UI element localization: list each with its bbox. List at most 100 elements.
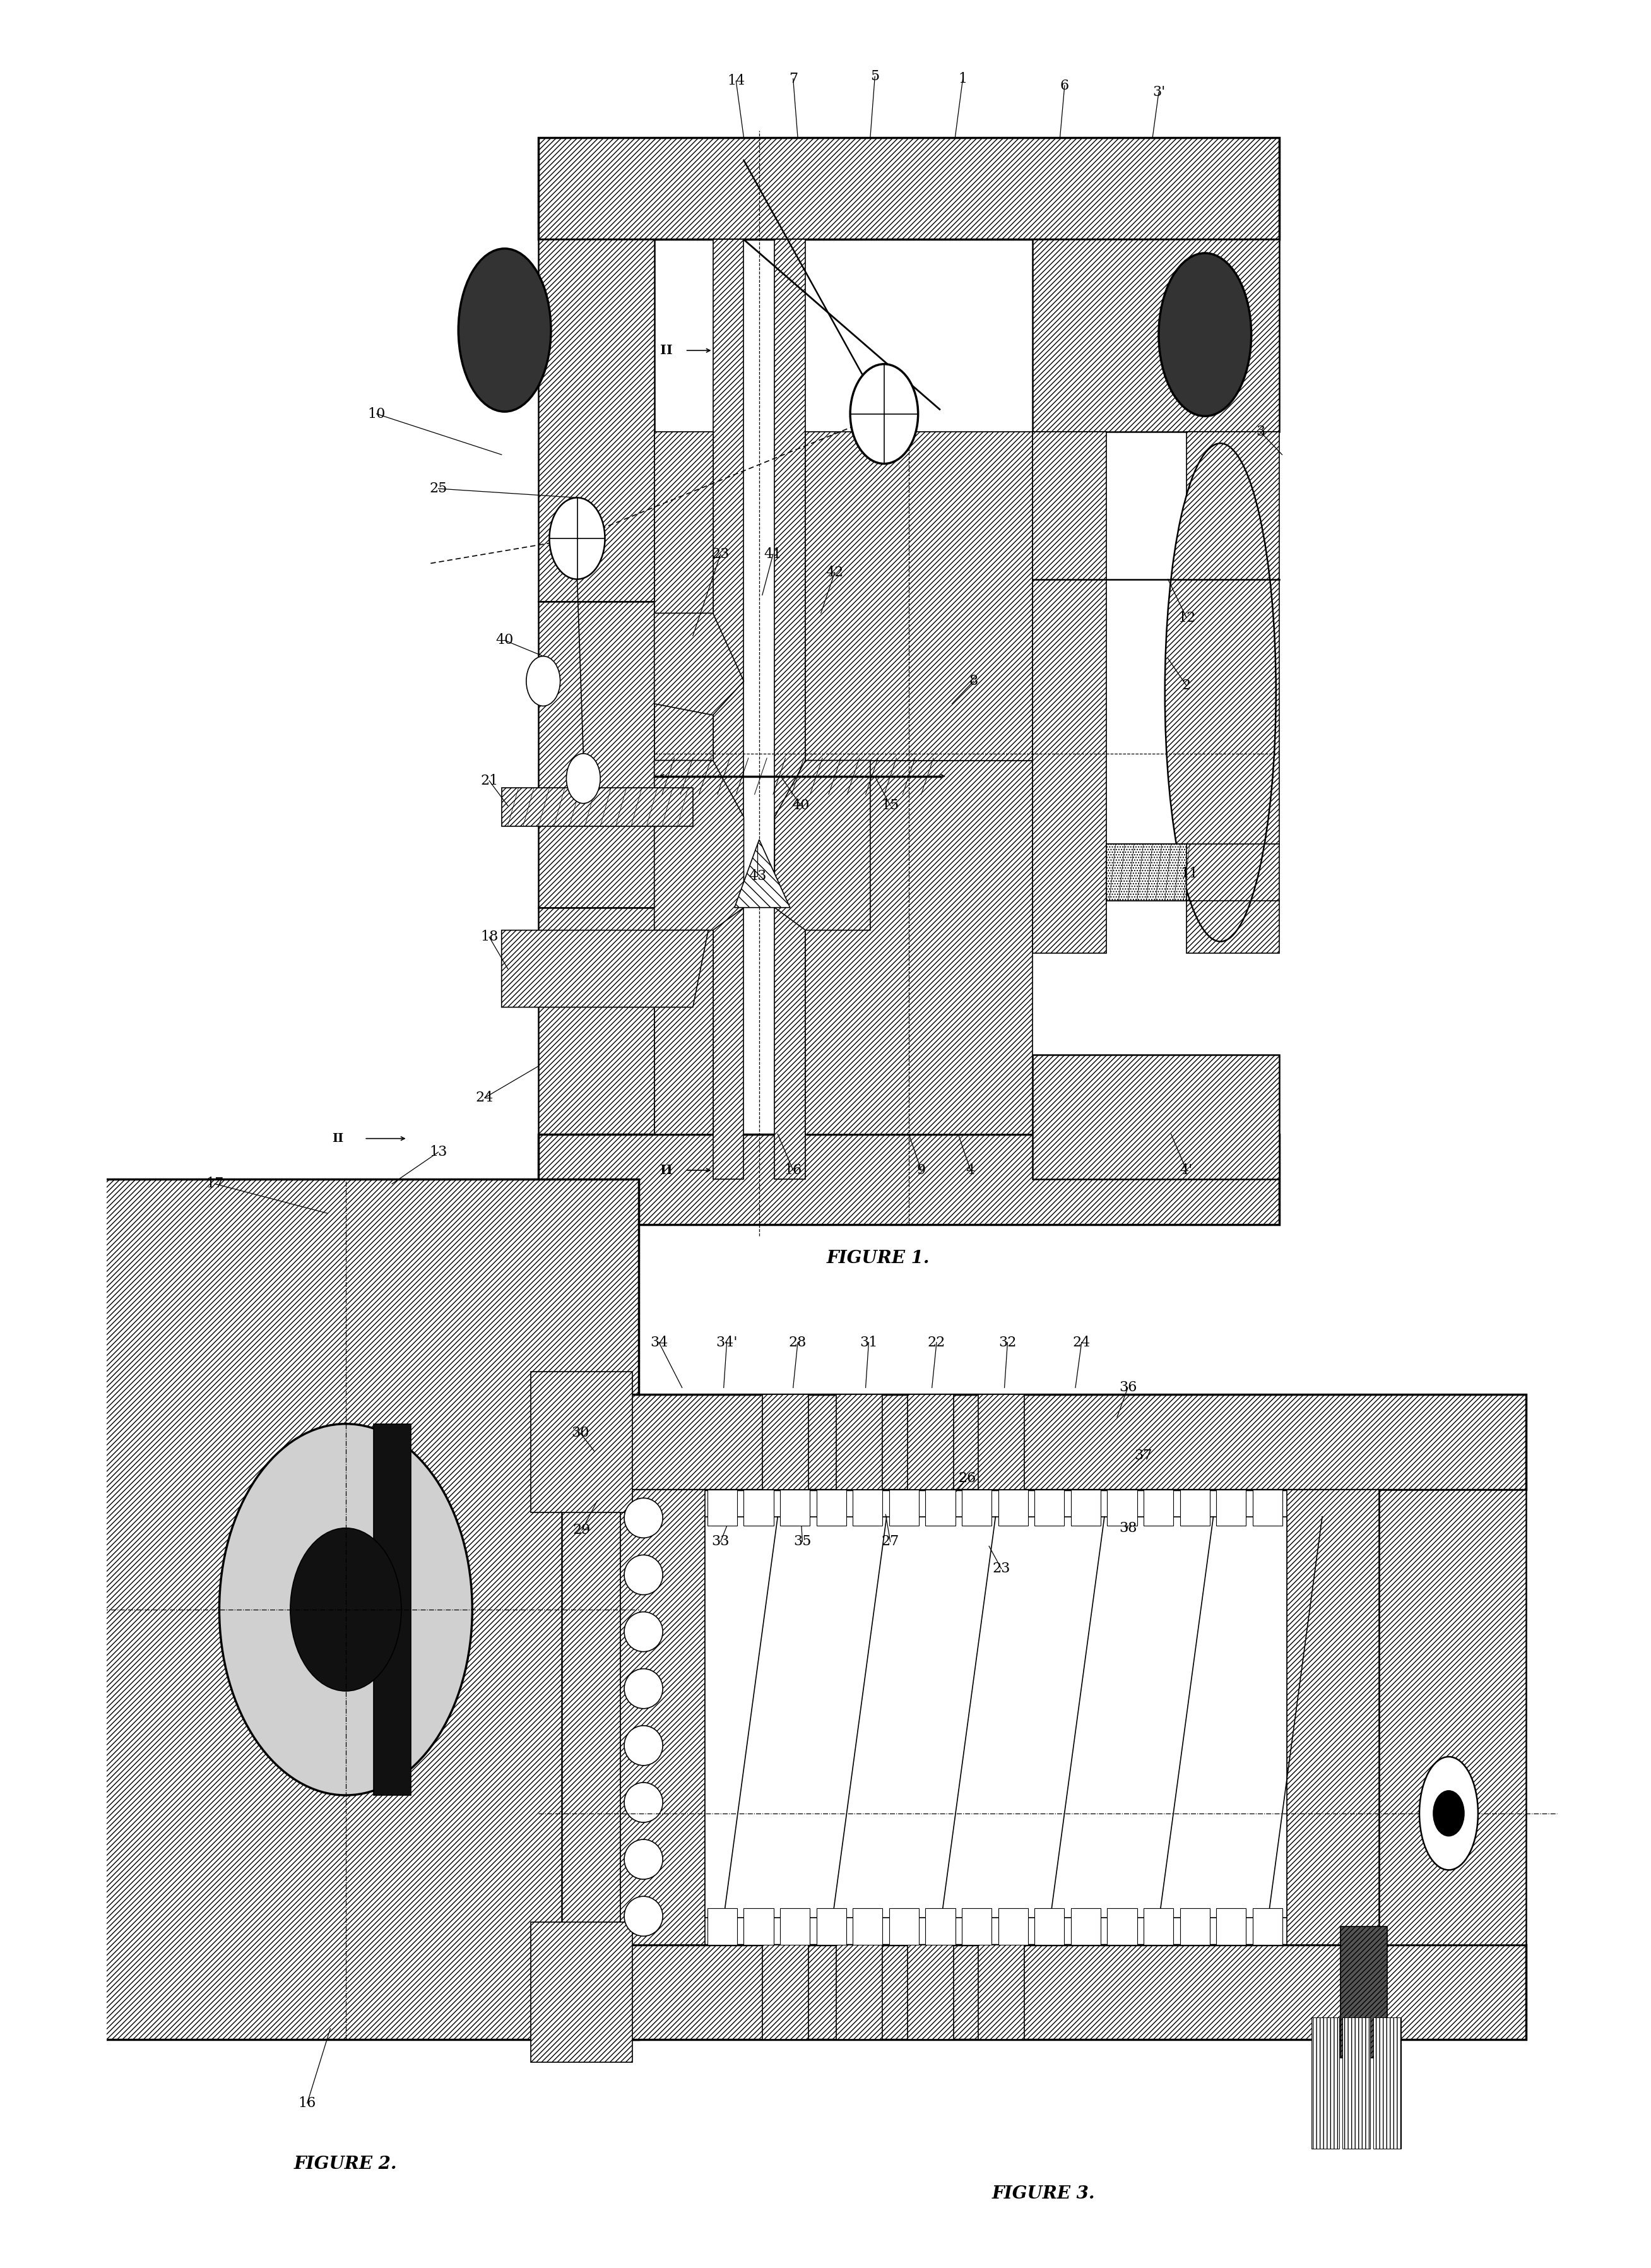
Text: 43: 43 <box>748 869 766 882</box>
Ellipse shape <box>624 1726 662 1765</box>
Bar <box>1374 2016 1402 2148</box>
Bar <box>705 1517 1286 1916</box>
Text: II: II <box>660 1163 674 1177</box>
Text: II: II <box>332 1132 343 1145</box>
Text: 30: 30 <box>571 1427 589 1440</box>
Bar <box>806 431 1032 760</box>
Bar <box>654 760 713 1134</box>
Text: 2: 2 <box>1182 678 1190 692</box>
Polygon shape <box>654 612 743 714</box>
Text: FIGURE 2.: FIGURE 2. <box>294 2157 398 2173</box>
Bar <box>816 1907 847 1944</box>
Ellipse shape <box>624 1613 662 1651</box>
Circle shape <box>566 753 601 803</box>
Bar <box>999 1907 1029 1944</box>
Bar <box>779 1907 811 1944</box>
Text: 42: 42 <box>826 565 844 578</box>
Text: 13: 13 <box>429 1145 447 1159</box>
Bar <box>979 1944 1025 2039</box>
Bar <box>890 1907 920 1944</box>
Text: 23: 23 <box>712 547 730 560</box>
Bar <box>561 1944 1526 2039</box>
Circle shape <box>1433 1792 1464 1837</box>
Bar <box>1035 1907 1065 1944</box>
Ellipse shape <box>624 1896 662 1937</box>
Text: 38: 38 <box>1119 1522 1138 1535</box>
Text: 4': 4' <box>1180 1163 1194 1177</box>
Bar <box>538 601 654 907</box>
Text: 24: 24 <box>475 1091 494 1105</box>
Bar <box>963 1907 992 1944</box>
Bar <box>1108 1490 1138 1526</box>
Bar <box>1253 1907 1283 1944</box>
Bar <box>743 1490 774 1526</box>
Text: 34: 34 <box>650 1336 669 1349</box>
Bar <box>763 1395 809 1490</box>
Bar <box>538 240 654 601</box>
Text: 29: 29 <box>573 1524 591 1538</box>
Text: 35: 35 <box>794 1535 811 1549</box>
Text: II: II <box>660 345 674 356</box>
Text: 37: 37 <box>1134 1449 1152 1463</box>
Ellipse shape <box>624 1669 662 1708</box>
Bar <box>538 1134 1280 1225</box>
Ellipse shape <box>1420 1758 1478 1869</box>
Bar <box>1342 2016 1370 2148</box>
Text: 41: 41 <box>764 547 783 560</box>
Text: 6: 6 <box>1060 79 1070 93</box>
Bar <box>1379 1490 1526 1944</box>
Bar <box>816 1490 847 1526</box>
Circle shape <box>291 1529 401 1692</box>
Bar <box>774 240 806 1179</box>
Bar <box>561 1395 1526 1490</box>
Text: 16: 16 <box>299 2096 315 2109</box>
Bar <box>1217 1907 1247 1944</box>
Bar <box>707 1490 738 1526</box>
Bar <box>502 787 693 826</box>
Text: 24: 24 <box>1073 1336 1091 1349</box>
Bar <box>1032 1055 1280 1179</box>
Text: 14: 14 <box>726 75 745 88</box>
Bar <box>926 1490 956 1526</box>
Bar <box>806 760 1032 1134</box>
Text: 3: 3 <box>1256 424 1265 440</box>
Bar <box>654 431 713 760</box>
Bar <box>1253 1490 1283 1526</box>
Bar <box>532 1921 632 2062</box>
Text: 22: 22 <box>928 1336 946 1349</box>
Text: 26: 26 <box>959 1472 976 1486</box>
Bar <box>1071 1907 1101 1944</box>
Text: 16: 16 <box>784 1163 802 1177</box>
Text: 10: 10 <box>368 406 386 422</box>
Ellipse shape <box>624 1783 662 1823</box>
Text: FIGURE 1.: FIGURE 1. <box>827 1250 930 1268</box>
Text: FIGURE 3.: FIGURE 3. <box>992 2186 1095 2202</box>
Bar <box>908 1395 954 1490</box>
Circle shape <box>550 497 604 578</box>
Text: 32: 32 <box>999 1336 1017 1349</box>
Bar <box>621 1490 705 1944</box>
Bar <box>1071 1490 1101 1526</box>
Text: 18: 18 <box>480 930 499 943</box>
Bar <box>1035 1490 1065 1526</box>
Bar <box>743 1907 774 1944</box>
Bar <box>1180 1490 1210 1526</box>
Polygon shape <box>735 839 791 907</box>
Bar <box>963 1490 992 1526</box>
Bar <box>854 1490 883 1526</box>
Bar <box>1108 1907 1138 1944</box>
Bar <box>1217 1490 1247 1526</box>
Bar <box>1144 1490 1174 1526</box>
Bar <box>538 138 1280 240</box>
Text: 12: 12 <box>1177 610 1195 624</box>
Text: 23: 23 <box>992 1563 1010 1576</box>
Bar <box>1032 431 1106 953</box>
Ellipse shape <box>459 249 551 411</box>
Text: 34': 34' <box>717 1336 738 1349</box>
Text: 5: 5 <box>870 70 880 84</box>
Bar <box>53 1179 639 2039</box>
Bar <box>532 1372 632 1513</box>
Bar <box>763 1944 809 2039</box>
Bar <box>1144 1907 1174 1944</box>
Text: 8: 8 <box>969 674 977 687</box>
